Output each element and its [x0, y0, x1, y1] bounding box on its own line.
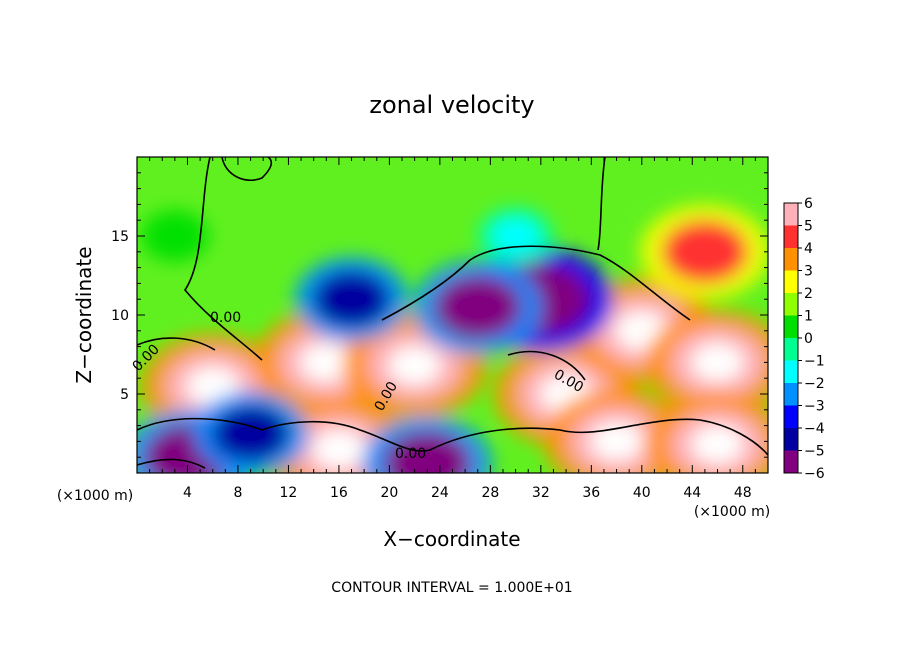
zero-contour — [137, 458, 206, 469]
colorbar-label: 4 — [804, 241, 813, 257]
colorbar-segment — [784, 225, 798, 248]
colorbar-segment — [784, 203, 798, 226]
colorbar-label: 3 — [804, 264, 813, 280]
x-axis-label: X−coordinate — [383, 527, 520, 551]
field-feature-peak — [590, 422, 643, 461]
x-unit-right: (×1000 m) — [694, 504, 770, 520]
colorbar-segment — [784, 315, 798, 338]
y-tick-label: 5 — [120, 387, 129, 403]
colorbar-segment — [784, 248, 798, 271]
zero-contour — [381, 245, 691, 321]
contour-interval: CONTOUR INTERVAL = 1.000E+01 — [331, 580, 572, 596]
y-tick-label: 10 — [111, 308, 129, 324]
x-tick-label: 44 — [683, 485, 701, 501]
field-feature — [212, 405, 289, 462]
x-tick-label: 4 — [183, 485, 192, 501]
x-tick-label: 24 — [431, 485, 449, 501]
zero-contour — [137, 337, 216, 351]
colorbar: 6 5 4 3 2 1 0 −1 −2 −3 −4 −5 −6 — [783, 196, 825, 482]
colorbar-label: 1 — [804, 309, 813, 325]
contour-label: 0.00 — [395, 446, 426, 462]
velocity-field — [137, 157, 768, 473]
x-unit-left: (×1000 m) — [57, 488, 133, 504]
chart-title: zonal velocity — [369, 91, 534, 119]
zero-contour — [184, 157, 263, 361]
colorbar-segment — [784, 293, 798, 316]
field-feature-peak — [691, 425, 744, 464]
colorbar-segment — [784, 428, 798, 451]
x-tick-label: 16 — [330, 485, 348, 501]
field-feature-peak — [388, 346, 442, 385]
field-feature-peak — [299, 343, 353, 382]
colorbar-label: −5 — [804, 444, 825, 460]
zero-contour — [137, 417, 768, 456]
colorbar-label: −4 — [804, 421, 825, 437]
colorbar-label: −2 — [804, 376, 825, 392]
zero-contour — [221, 157, 273, 182]
contour-label: 0.00 — [210, 310, 241, 326]
colorbar-segment — [784, 360, 798, 383]
field-feature — [151, 218, 198, 254]
colorbar-segment — [784, 270, 798, 293]
x-tick-label: 36 — [582, 485, 600, 501]
colorbar-label: 2 — [804, 286, 813, 302]
colorbar-segment — [784, 450, 798, 473]
field-feature — [313, 271, 390, 328]
x-tick-label: 40 — [633, 485, 651, 501]
y-tick-label: 15 — [111, 229, 129, 245]
field-feature — [434, 275, 521, 339]
colorbar-label: 6 — [804, 196, 813, 212]
x-tick-label: 12 — [280, 485, 298, 501]
x-tick-label: 8 — [233, 485, 242, 501]
colorbar-label: −1 — [804, 354, 825, 370]
colorbar-label: 0 — [804, 331, 813, 347]
x-tick-label: 20 — [380, 485, 398, 501]
colorbar-segment — [784, 383, 798, 406]
y-axis-label: Z−coordinate — [72, 246, 96, 383]
zero-contour — [597, 157, 606, 251]
colorbar-segment — [784, 338, 798, 361]
field-feature-peak — [312, 430, 366, 469]
zero-contour — [507, 350, 586, 381]
field-feature-peak — [691, 343, 744, 382]
colorbar-label: 5 — [804, 219, 813, 235]
colorbar-label: −3 — [804, 399, 825, 415]
colorbar-segment — [784, 405, 798, 428]
x-tick-label: 32 — [532, 485, 550, 501]
x-tick-label: 28 — [481, 485, 499, 501]
x-tick-label: 48 — [734, 485, 752, 501]
colorbar-label: −6 — [804, 466, 825, 482]
field-feature — [661, 220, 748, 284]
contour-lines — [137, 157, 768, 469]
